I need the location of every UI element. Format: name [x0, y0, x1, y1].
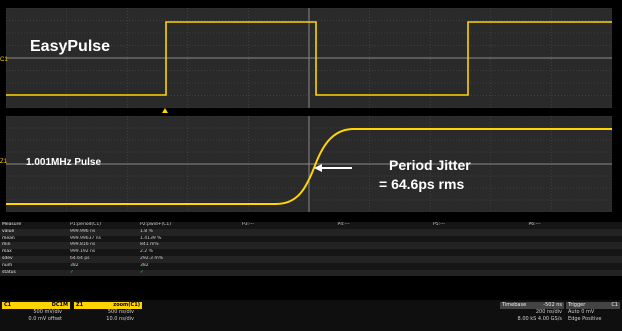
row-label: status [0, 269, 68, 277]
zoom-waveform-grid[interactable]: 1.001MHz Pulse Period Jitter = 64.6ps rm… [6, 116, 612, 212]
channel-z1-descriptor[interactable]: Z1 zoom(C1) 500 ns/div 10.0 ns/div [74, 302, 142, 323]
zoom-panel-title: 1.001MHz Pulse [26, 157, 102, 168]
table-row: min 999.816 ns 841 m% [0, 242, 622, 250]
measure-header-row: Measure P1:period(C1) P2:pwid+(C1) P3:--… [0, 222, 622, 229]
period-jitter-value: = 64.6ps rms [379, 176, 465, 192]
p1-header[interactable]: P1:period(C1) [68, 222, 138, 229]
trigger-descriptor[interactable]: Trigger C1 Auto 0 mV Edge Positive [566, 302, 620, 323]
p3-header[interactable]: P3:--- [240, 222, 336, 229]
row-label: num [0, 262, 68, 270]
trigger-type: Edge Positive [568, 316, 602, 322]
zoom-grid-graphic [6, 116, 612, 212]
channel-c1-name: C1 [4, 302, 12, 308]
top-panel-tab: C1 [0, 57, 8, 63]
p5-header[interactable]: P5:--- [431, 222, 527, 229]
top-panel-title: EasyPulse [30, 38, 111, 55]
timebase-label: Timebase [502, 302, 527, 308]
measure-header: Measure [0, 222, 68, 229]
p2-value: 1.8 % [138, 228, 240, 236]
trigger-source: C1 [611, 302, 618, 308]
top-waveform-grid[interactable]: EasyPulse [6, 8, 612, 108]
period-jitter-label: Period Jitter [389, 157, 471, 173]
timebase-tdiv: 200 ns/div [535, 309, 562, 315]
p2-value: 1.4139 % [138, 235, 240, 243]
row-label: mean [0, 235, 68, 243]
p1-value: 999.996 ns [68, 228, 138, 236]
table-row: mean 999.99637 ns 1.4139 % [0, 235, 622, 243]
p2-value: 841 m% [138, 242, 240, 250]
table-row: status ✓ ✓ [0, 269, 622, 277]
channel-z1-name: Z1 [76, 302, 84, 308]
trigger-mode: Auto 0 mV [568, 309, 595, 315]
channel-c1-coupling: DC1M [51, 302, 68, 308]
p2-header[interactable]: P2:pwid+(C1) [138, 222, 240, 229]
table-row: value 999.996 ns 1.8 % [0, 228, 622, 236]
trigger-marker-icon [162, 108, 168, 113]
channel-c1-offset: 0.0 mV offset [28, 316, 62, 322]
p1-value: 64.64 ps [68, 255, 138, 263]
top-grid-graphic [6, 8, 612, 108]
arrow-left-icon [314, 164, 352, 172]
p1-value: 999.192 ns [68, 249, 138, 256]
p4-header[interactable]: P4:--- [335, 222, 431, 229]
status-check-icon: ✓ [68, 269, 138, 277]
row-label: sdev [0, 255, 68, 263]
p2-value: 292.3 m% [138, 255, 240, 263]
table-row: sdev 64.64 ps 292.3 m% [0, 255, 622, 263]
row-label: value [0, 228, 68, 236]
row-label: min [0, 242, 68, 250]
channel-c1-vdiv: 500 mV/div [33, 309, 62, 315]
timebase-sampling: 8.00 kS 4.00 GS/s [517, 316, 562, 322]
p2-value: 382 [138, 262, 240, 270]
p1-value: 382 [68, 262, 138, 270]
table-row: num 382 382 [0, 262, 622, 270]
row-label: max [0, 249, 68, 256]
channel-z1-zoom: 10.0 ns/div [106, 316, 134, 322]
top-pulse-trace [6, 21, 612, 96]
channel-z1-source: zoom(C1) [113, 302, 140, 308]
timebase-delay: -502 ns [543, 302, 562, 308]
p1-value: 999.816 ns [68, 242, 138, 250]
measurement-table: Measure P1:period(C1) P2:pwid+(C1) P3:--… [0, 222, 622, 300]
channel-z1-tdiv: 500 ns/div [107, 309, 134, 315]
p1-value: 999.99637 ns [68, 235, 138, 243]
p2-value: 2.2 % [138, 249, 240, 256]
status-check-icon: ✓ [138, 269, 240, 277]
table-row: max 999.192 ns 2.2 % [0, 249, 622, 256]
timebase-descriptor[interactable]: Timebase -502 ns 200 ns/div 8.00 kS 4.00… [500, 302, 564, 323]
channel-c1-descriptor[interactable]: C1 DC1M 500 mV/div 0.0 mV offset [2, 302, 70, 323]
zoom-panel-tab: Z1 [0, 159, 8, 165]
p6-header[interactable]: P6:--- [526, 222, 622, 229]
trigger-label: Trigger [568, 302, 586, 308]
status-bar: C1 DC1M 500 mV/div 0.0 mV offset Z1 zoom… [0, 300, 622, 331]
